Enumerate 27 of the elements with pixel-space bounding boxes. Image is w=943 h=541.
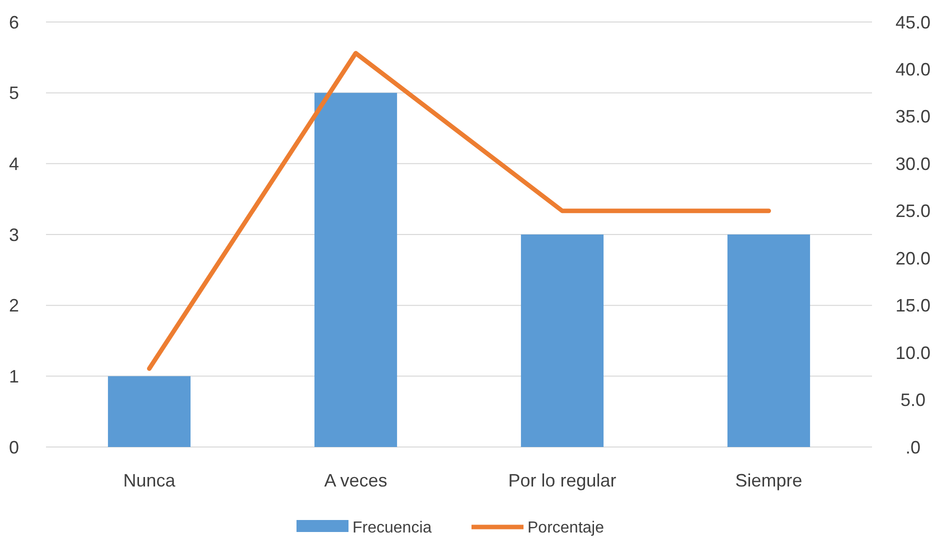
bar: [727, 234, 810, 447]
y2-tick-label: 20.0: [895, 248, 931, 268]
y-tick-label: 6: [8, 12, 20, 32]
y-tick-label: 3: [8, 224, 20, 245]
y2-tick-label: 10.0: [895, 342, 931, 363]
y2-tick-label: 5.0: [900, 390, 926, 410]
legend-label: Porcentaje: [528, 520, 604, 537]
y2-tick-label: 15.0: [895, 296, 931, 316]
y2-tick-label: .0: [905, 437, 921, 458]
y-tick-label: 4: [8, 154, 20, 174]
bar: [520, 234, 604, 447]
y-tick-label: 0: [8, 437, 20, 458]
x-tick-label: Por lo regular: [508, 470, 616, 490]
y2-tick-label: 45.0: [895, 12, 931, 32]
legend-label: Frecuencia: [352, 520, 432, 537]
y-tick-label: 2: [8, 296, 20, 316]
bar: [108, 376, 191, 447]
bar: [314, 92, 398, 447]
x-tick-label: Siempre: [735, 470, 802, 490]
y2-tick-label: 35.0: [895, 106, 931, 127]
y-tick-label: 1: [8, 366, 20, 386]
x-tick-label: A veces: [324, 470, 388, 490]
x-tick-label: Nunca: [123, 470, 176, 490]
y2-tick-label: 40.0: [895, 60, 931, 80]
y2-tick-label: 30.0: [895, 154, 931, 174]
y-tick-label: 5: [8, 83, 20, 104]
y2-tick-label: 25.0: [895, 201, 931, 222]
